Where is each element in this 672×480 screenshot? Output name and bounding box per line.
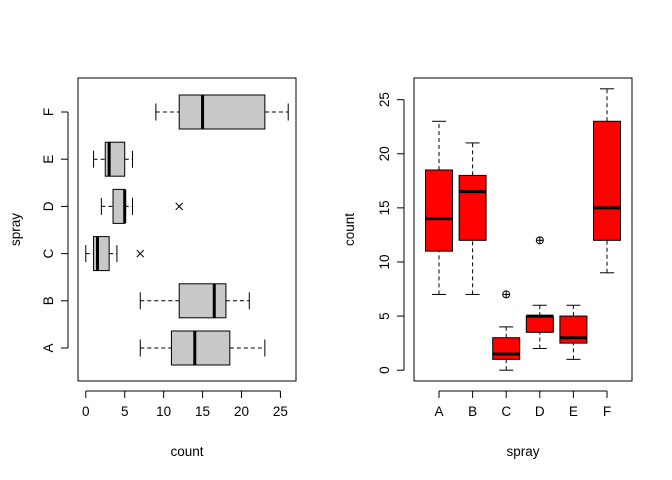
box-iqr — [525, 315, 554, 333]
x-axis-title: count — [170, 444, 203, 459]
box-iqr — [178, 283, 227, 319]
x-axis: A B C D E F — [434, 390, 611, 419]
x-tick-label: C — [501, 404, 511, 419]
x-tick-label: 10 — [156, 404, 171, 419]
x-tick-label: D — [535, 404, 545, 419]
box-iqr — [593, 120, 621, 241]
box-iqr — [93, 236, 110, 272]
y-tick-label: D — [41, 201, 56, 211]
box-F — [593, 88, 621, 274]
box-iqr — [170, 330, 231, 366]
box-D — [525, 236, 554, 350]
chart-right-vertical-boxplot: A B C D E F 0 5 10 15 20 25 spray count — [342, 77, 633, 459]
x-tick-label: 20 — [234, 404, 249, 419]
box-E — [559, 304, 588, 360]
y-tick-label: 10 — [377, 254, 392, 269]
x-axis: 0 5 10 15 20 25 — [82, 390, 288, 419]
plot-area — [85, 94, 289, 366]
y-axis: 0 5 10 15 20 25 — [377, 92, 405, 374]
x-axis-title: spray — [506, 444, 539, 459]
outlier-point — [136, 249, 145, 258]
box-F — [155, 94, 289, 130]
y-tick-label: C — [41, 248, 56, 258]
x-tick-label: B — [468, 404, 477, 419]
outlier-point — [175, 202, 184, 211]
y-tick-label: 25 — [377, 92, 392, 107]
box-A — [425, 120, 453, 295]
box-A — [139, 330, 266, 366]
outlier-point — [535, 236, 544, 245]
plot-area — [425, 88, 621, 371]
x-tick-label: 0 — [82, 404, 90, 419]
box-B — [458, 142, 487, 295]
box-iqr — [112, 188, 126, 224]
y-axis-title: count — [342, 213, 357, 246]
y-tick-label: B — [41, 296, 56, 305]
box-iqr — [492, 337, 521, 360]
y-tick-label: 5 — [377, 312, 392, 320]
box-C — [492, 290, 521, 371]
outlier-stroke — [175, 202, 184, 211]
y-axis-title: spray — [8, 213, 23, 246]
plot-frame — [413, 77, 633, 382]
box-B — [139, 283, 250, 319]
y-tick-label: 0 — [377, 366, 392, 374]
y-tick-label: F — [41, 108, 56, 116]
box-iqr — [425, 169, 453, 252]
outlier-stroke — [136, 249, 145, 258]
chart-left-horizontal-boxplot: 0 5 10 15 20 25 A B C D E F count spray — [8, 77, 297, 459]
box-iqr — [178, 94, 266, 130]
box-C — [85, 236, 145, 272]
y-tick-label: A — [41, 343, 56, 352]
y-axis: A B C D E F — [41, 108, 69, 353]
plot-frame — [77, 77, 297, 382]
x-tick-label: A — [434, 404, 443, 419]
x-tick-label: F — [603, 404, 611, 419]
box-E — [93, 141, 133, 177]
box-D — [100, 188, 184, 224]
x-tick-label: E — [569, 404, 578, 419]
box-iqr — [458, 174, 487, 241]
y-tick-label: 15 — [377, 200, 392, 215]
outlier-point — [502, 290, 511, 299]
x-tick-label: 5 — [121, 404, 129, 419]
y-tick-label: E — [41, 155, 56, 164]
y-tick-label: 20 — [377, 146, 392, 161]
x-tick-label: 15 — [195, 404, 210, 419]
x-tick-label: 25 — [273, 404, 288, 419]
